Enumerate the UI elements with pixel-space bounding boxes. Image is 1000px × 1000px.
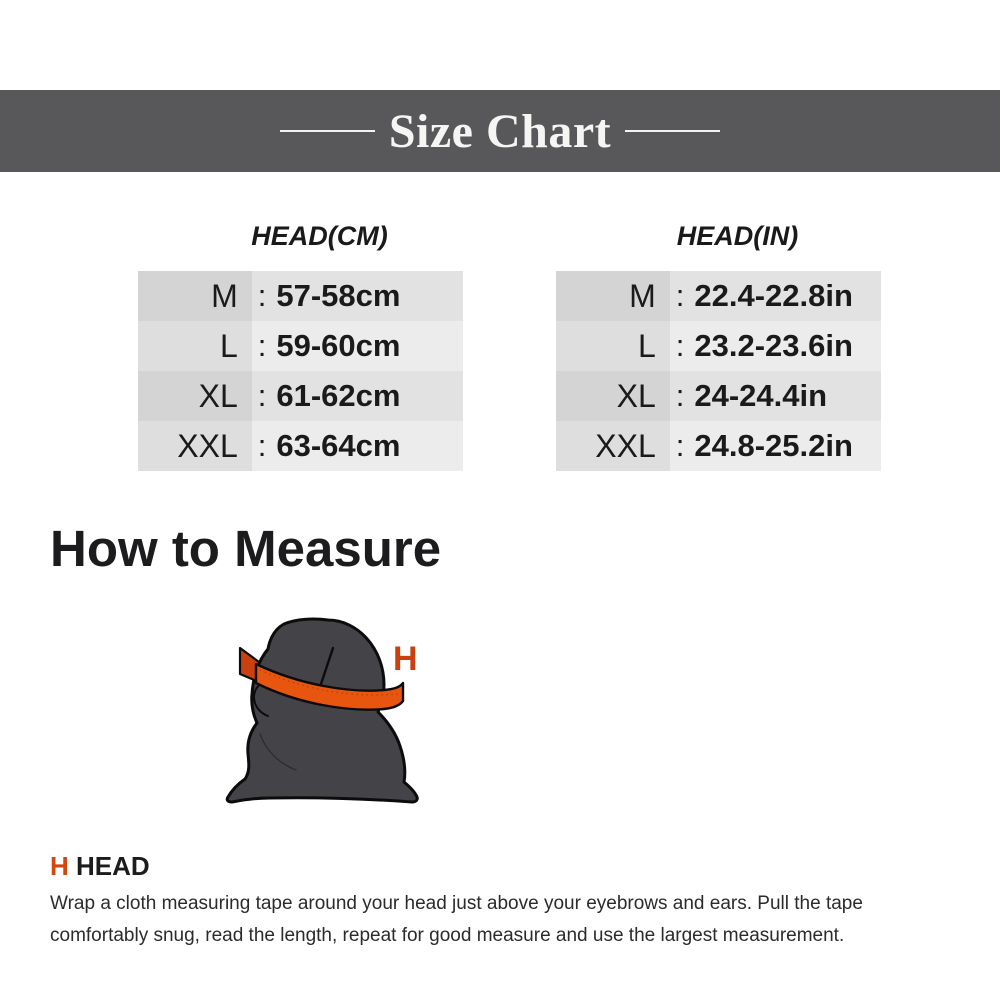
svg-text:H: H bbox=[393, 640, 418, 678]
